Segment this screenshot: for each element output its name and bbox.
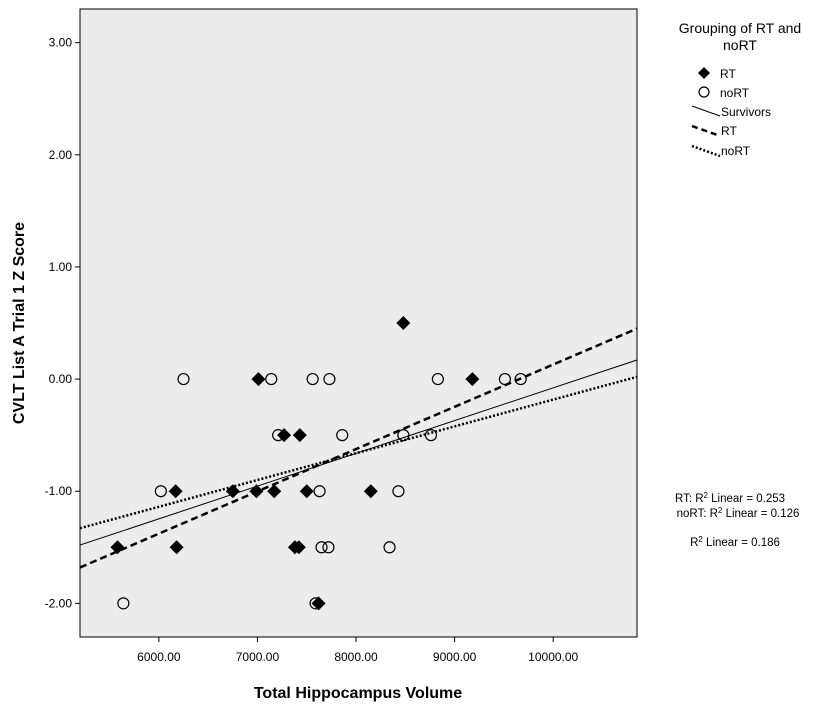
- legend-entry-survivors: Survivors: [721, 105, 771, 119]
- r2-all-text: R2 Linear = 0.186: [690, 535, 780, 550]
- nort-point: [383, 541, 396, 554]
- rt-point: [168, 484, 183, 499]
- nort-point: [323, 372, 336, 386]
- y-tick-label: 2.00: [49, 148, 73, 162]
- nort-point: [117, 597, 130, 610]
- nort-point: [424, 429, 438, 442]
- nort-point: [322, 541, 335, 554]
- rt-point: [225, 484, 240, 499]
- rt-point: [396, 316, 411, 330]
- nort-point: [315, 541, 328, 554]
- rt-point: [311, 596, 326, 611]
- legend-entry-rt-fit: RT: [721, 124, 737, 138]
- rt-point: [249, 484, 264, 499]
- nort-point: [431, 372, 444, 386]
- rt-point: [465, 372, 480, 387]
- nort-point: [514, 372, 527, 386]
- rt-point: [363, 484, 378, 499]
- y-tick-label: -2.00: [45, 596, 73, 610]
- legend-survivors-line-icon: [691, 105, 721, 117]
- legend-entry-nort: noRT: [720, 86, 750, 100]
- x-tick-label: 10000.00: [528, 650, 578, 664]
- legend-entry-nort-fit: noRT: [721, 144, 751, 158]
- nort-point: [309, 597, 322, 610]
- nort-point: [392, 485, 405, 498]
- legend: Grouping of RT and noRT RT noRT Survivor…: [679, 20, 801, 158]
- y-axis: 3.00 2.00 1.00 0.00 -1.00 -2.00: [45, 36, 80, 610]
- x-tick-label: 7000.00: [236, 650, 280, 664]
- plot-area: [79, 8, 638, 638]
- y-axis-title: CVLT List A Trial 1 Z Score: [11, 222, 28, 424]
- nort-point: [272, 429, 285, 442]
- rt-fit-line: [80, 327, 637, 569]
- legend-rt-dashed-line-icon: [691, 124, 721, 138]
- x-axis-title: Total Hippocampus Volume: [254, 685, 462, 702]
- legend-nort-circle-icon: [698, 86, 710, 98]
- y-tick-label: -1.00: [45, 484, 73, 498]
- nort-point: [306, 372, 319, 386]
- legend-rt-diamond-icon: [698, 67, 710, 79]
- rt-point: [292, 428, 307, 443]
- rt-point: [169, 540, 184, 555]
- rt-point: [110, 540, 125, 555]
- nort-point: [336, 429, 349, 442]
- r2-rt-text: RT: R2 Linear = 0.253: [675, 491, 785, 506]
- x-axis: 6000.00 7000.00 8000.00 9000.00 10000.00: [137, 637, 579, 664]
- rt-point: [251, 372, 266, 387]
- x-tick-label: 8000.00: [334, 650, 378, 664]
- nort-point: [313, 485, 326, 498]
- y-tick-label: 1.00: [49, 260, 73, 274]
- r2-annotations: RT: R2 Linear = 0.253 noRT: R2 Linear = …: [675, 491, 799, 550]
- y-tick-label: 0.00: [49, 372, 73, 386]
- x-tick-label: 6000.00: [137, 650, 181, 664]
- r2-nort-text: noRT: R2 Linear = 0.126: [677, 506, 800, 521]
- nort-point: [265, 372, 278, 386]
- fit-lines: [80, 327, 637, 569]
- nort-point: [397, 429, 410, 442]
- legend-title-line1: Grouping of RT and: [679, 20, 801, 36]
- rt-point: [299, 484, 314, 499]
- rt-point: [291, 540, 306, 555]
- nort-point: [498, 372, 511, 386]
- data-points: [110, 316, 527, 611]
- legend-nort-dotted-line-icon: [691, 144, 721, 158]
- y-tick-label: 3.00: [49, 36, 73, 50]
- rt-point: [267, 484, 282, 499]
- legend-entry-rt: RT: [720, 67, 736, 81]
- legend-title-line2: noRT: [723, 37, 757, 53]
- nort-point: [154, 485, 167, 498]
- nort-point: [177, 372, 190, 386]
- x-tick-label: 9000.00: [433, 650, 477, 664]
- nort-fit-line: [80, 375, 637, 530]
